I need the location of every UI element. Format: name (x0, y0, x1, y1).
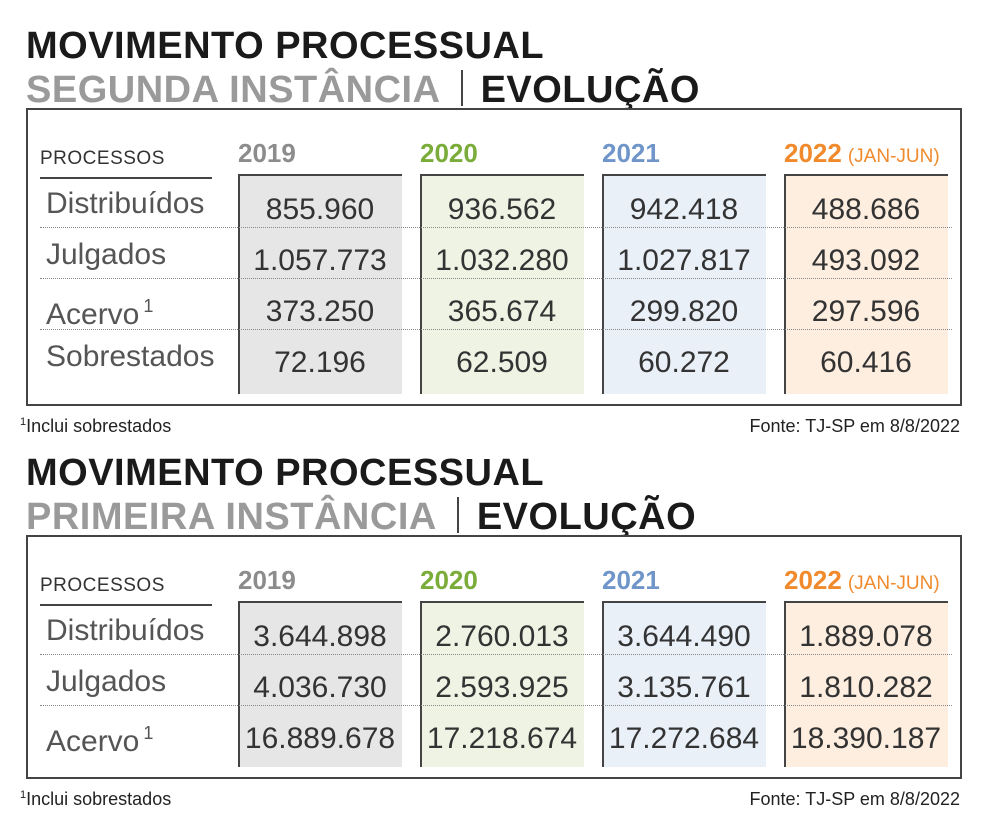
column-year: 2021 (602, 565, 660, 595)
column-header-2022: 2022 (JAN-JUN) (784, 138, 940, 172)
row-label-text: Acervo (46, 298, 140, 331)
footnote-mark: 1 (20, 789, 27, 801)
table-cell: 365.674 (447, 295, 557, 328)
chart-title: MOVIMENTO PROCESSUAL (26, 25, 545, 67)
column-2021 (602, 601, 766, 767)
table-frame: PROCESSOS 2019 2020 2021 2022 (JAN-JUN) Distri… (26, 108, 962, 406)
column-header-2020: 2020 (420, 138, 478, 168)
subtitle-left: PRIMEIRA INSTÂNCIA (26, 496, 437, 538)
column-header-2021: 2021 (602, 138, 660, 168)
column-header-2020: 2020 (420, 565, 478, 595)
row-label-footnote-mark: 1 (143, 723, 154, 743)
column-year: 2020 (420, 565, 478, 595)
rows-header-underline (40, 177, 212, 179)
column-2020 (420, 174, 584, 394)
table-cell: 3.644.490 (617, 620, 751, 653)
table-cell: 855.960 (265, 193, 375, 226)
column-header-2022: 2022 (JAN-JUN) (784, 565, 940, 599)
column-header-2019: 2019 (238, 138, 296, 168)
column-2019 (238, 601, 402, 767)
column-year: 2020 (420, 138, 478, 168)
table-cell: 3.135.761 (617, 671, 751, 704)
table-cell: 60.272 (638, 346, 730, 379)
source-note: Fonte: TJ-SP em 8/8/2022 (749, 789, 960, 809)
subtitle-right: EVOLUÇÃO (476, 496, 697, 538)
table-cell: 488.686 (811, 193, 921, 226)
row-label-text: Distribuídos (46, 614, 205, 647)
table-cell: 299.820 (629, 295, 739, 328)
title-separator (456, 497, 459, 533)
row-label-text: Sobrestados (46, 340, 215, 373)
footnote: 1Inclui sobrestados (20, 789, 171, 810)
column-header-2019: 2019 (238, 565, 296, 595)
row-divider (40, 278, 952, 279)
row-label-text: Julgados (46, 238, 167, 271)
column-2020 (420, 601, 584, 767)
column-year: 2021 (602, 138, 660, 168)
column-year: 2019 (238, 138, 296, 168)
table-cell: 1.889.078 (799, 620, 933, 653)
table-cell: 2.760.013 (435, 620, 569, 653)
column-suffix: (JAN-JUN) (847, 146, 940, 167)
row-label-footnote-mark: 1 (143, 296, 154, 316)
table-cell: 16.889.678 (244, 722, 396, 755)
table-cell: 17.272.684 (608, 722, 760, 755)
table-cell: 373.250 (265, 295, 375, 328)
subtitle-left: SEGUNDA INSTÂNCIA (26, 69, 441, 111)
column-2019 (238, 174, 402, 394)
chart-title: MOVIMENTO PROCESSUAL (26, 452, 545, 494)
row-label: Julgados (46, 662, 166, 702)
chart-subtitle: PRIMEIRA INSTÂNCIA EVOLUÇÃO (26, 497, 696, 537)
row-label: Acervo 1 (46, 713, 153, 762)
table-cell: 72.196 (274, 346, 366, 379)
footnote-text: Inclui sobrestados (26, 789, 172, 809)
column-year: 2022 (784, 565, 842, 595)
table-frame: PROCESSOS 2019 2020 2021 2022 (JAN-JUN) Distri… (26, 535, 962, 779)
column-2022 (784, 601, 948, 767)
table-cell: 2.593.925 (435, 671, 569, 704)
table-cell: 1.057.773 (253, 244, 387, 277)
footnote: 1Inclui sobrestados (20, 416, 171, 437)
row-divider (40, 227, 952, 228)
subtitle-right: EVOLUÇÃO (480, 69, 700, 111)
footnote-text: Inclui sobrestados (26, 416, 172, 436)
table-cell: 297.596 (811, 295, 921, 328)
column-2021 (602, 174, 766, 394)
row-label-text: Acervo (46, 725, 140, 758)
rows-header: PROCESSOS (40, 575, 165, 596)
table-cell: 1.027.817 (617, 244, 751, 277)
row-divider (40, 654, 952, 655)
column-suffix: (JAN-JUN) (847, 573, 940, 594)
table-cell: 18.390.187 (790, 722, 942, 755)
table-cell: 4.036.730 (253, 671, 387, 704)
row-label: Acervo 1 (46, 286, 153, 335)
row-label: Distribuídos (46, 611, 204, 651)
rows-header-underline (40, 604, 212, 606)
table-cell: 942.418 (629, 193, 739, 226)
row-label: Distribuídos (46, 184, 204, 224)
title-separator (460, 70, 463, 106)
row-label: Julgados (46, 235, 166, 275)
table-cell: 62.509 (456, 346, 548, 379)
column-header-2021: 2021 (602, 565, 660, 595)
footnote-mark: 1 (20, 416, 27, 428)
row-label-text: Julgados (46, 665, 167, 698)
row-label-text: Distribuídos (46, 187, 205, 220)
rows-header: PROCESSOS (40, 148, 165, 169)
column-2022 (784, 174, 948, 394)
table-cell: 493.092 (811, 244, 921, 277)
table-cell: 936.562 (447, 193, 557, 226)
table-cell: 3.644.898 (253, 620, 387, 653)
chart-subtitle: SEGUNDA INSTÂNCIA EVOLUÇÃO (26, 70, 700, 110)
row-label: Sobrestados (46, 337, 214, 377)
table-cell: 1.810.282 (799, 671, 933, 704)
column-year: 2019 (238, 565, 296, 595)
column-year: 2022 (784, 138, 842, 168)
table-cell: 60.416 (820, 346, 912, 379)
row-divider (40, 329, 952, 330)
table-cell: 1.032.280 (435, 244, 569, 277)
source-note: Fonte: TJ-SP em 8/8/2022 (749, 416, 960, 436)
row-divider (40, 705, 952, 706)
table-cell: 17.218.674 (426, 722, 578, 755)
